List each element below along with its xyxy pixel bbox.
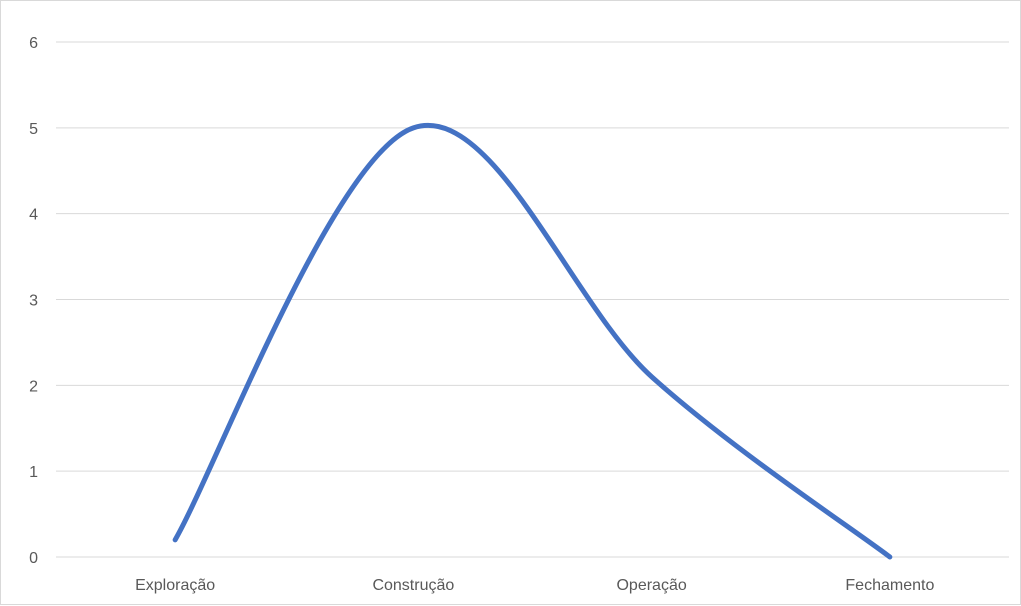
- y-tick-label-2: 2: [29, 378, 38, 395]
- x-axis-tick-labels: Exploração Construção Operação Fechamento: [135, 577, 934, 594]
- x-tick-label-3: Operação: [616, 577, 686, 594]
- gridlines: [56, 41, 1009, 558]
- y-axis-tick-labels: 0 1 2 3 4 5 6: [29, 35, 38, 567]
- y-tick-label-6: 6: [29, 35, 38, 52]
- y-tick-label-0: 0: [29, 550, 38, 567]
- y-tick-label-1: 1: [29, 464, 38, 481]
- series-line-1: [172, 122, 893, 560]
- x-tick-label-1: Exploração: [135, 577, 215, 594]
- y-tick-label-5: 5: [29, 121, 38, 138]
- series-layer: [172, 122, 893, 560]
- x-tick-label-2: Construção: [372, 577, 454, 594]
- y-tick-label-4: 4: [29, 207, 38, 224]
- x-tick-label-4: Fechamento: [845, 577, 934, 594]
- y-tick-label-3: 3: [29, 293, 38, 310]
